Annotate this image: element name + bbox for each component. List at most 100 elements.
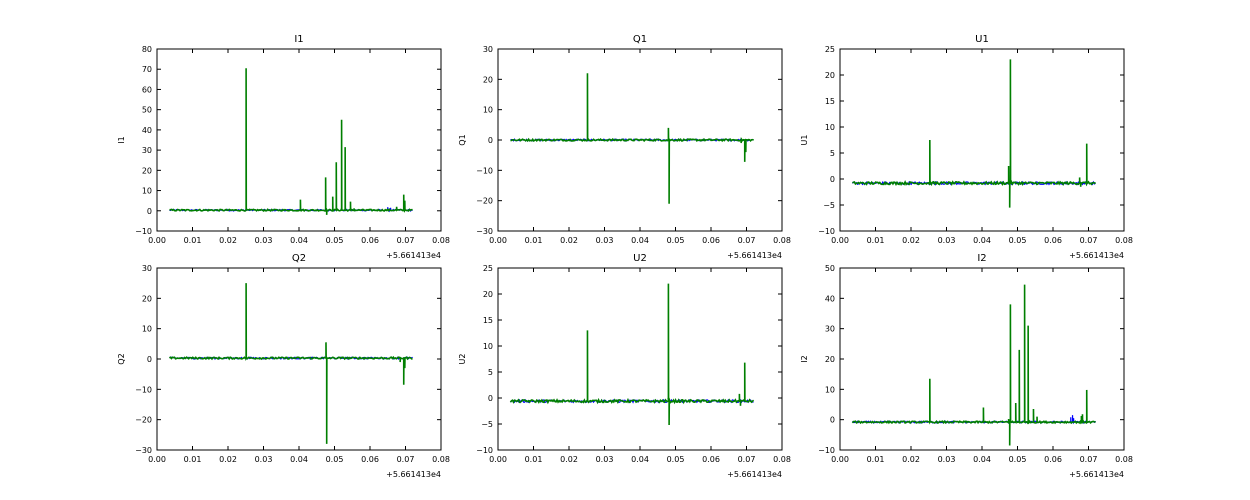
x-tick-label: 0.07 bbox=[1080, 455, 1098, 464]
y-tick-label: 60 bbox=[142, 85, 152, 94]
x-tick-label: 0.06 bbox=[702, 236, 720, 245]
x-tick-label: 0.05 bbox=[1009, 236, 1027, 245]
y-tick-label: 10 bbox=[142, 325, 152, 334]
x-tick-label: 0.00 bbox=[148, 455, 166, 464]
y-tick-label: 15 bbox=[825, 97, 835, 106]
x-tick-label: 0.04 bbox=[290, 455, 308, 464]
x-tick-label: 0.08 bbox=[1115, 236, 1133, 245]
x-tick-label: 0.00 bbox=[148, 236, 166, 245]
x-tick-label: 0.05 bbox=[1009, 455, 1027, 464]
x-tick-label: 0.08 bbox=[773, 236, 791, 245]
x-tick-label: 0.03 bbox=[255, 455, 273, 464]
x-tick-label: 0.07 bbox=[738, 236, 756, 245]
series-line-green bbox=[509, 283, 755, 426]
y-tick-label: 5 bbox=[488, 368, 493, 377]
y-axis-label: U2 bbox=[458, 354, 467, 365]
y-tick-label: 0 bbox=[488, 394, 493, 403]
x-offset-label: +5.661413e4 bbox=[727, 251, 782, 260]
y-tick-label: −10 bbox=[818, 446, 835, 455]
x-tick-label: 0.05 bbox=[326, 236, 344, 245]
panel-title: Q2 bbox=[292, 253, 306, 264]
y-tick-label: −10 bbox=[135, 385, 152, 394]
x-tick-label: 0.05 bbox=[326, 455, 344, 464]
x-tick-label: 0.04 bbox=[973, 236, 991, 245]
y-tick-label: 0 bbox=[147, 207, 152, 216]
x-offset-label: +5.661413e4 bbox=[1069, 251, 1124, 260]
x-tick-label: 0.00 bbox=[831, 455, 849, 464]
y-tick-label: 30 bbox=[483, 45, 493, 54]
panel-title: I2 bbox=[977, 253, 986, 264]
y-tick-label: 10 bbox=[825, 385, 835, 394]
y-tick-label: 25 bbox=[483, 264, 493, 273]
y-tick-label: 70 bbox=[142, 65, 152, 74]
x-tick-label: 0.04 bbox=[290, 236, 308, 245]
y-axis-label: U1 bbox=[800, 135, 809, 146]
x-tick-label: 0.04 bbox=[631, 455, 649, 464]
y-tick-label: −30 bbox=[476, 227, 493, 236]
y-axis-label: I1 bbox=[117, 136, 126, 143]
panel-title: Q1 bbox=[633, 34, 647, 45]
x-offset-label: +5.661413e4 bbox=[1069, 470, 1124, 479]
y-tick-label: 20 bbox=[825, 71, 835, 80]
y-tick-label: 80 bbox=[142, 45, 152, 54]
y-tick-label: 50 bbox=[142, 106, 152, 115]
x-tick-label: 0.07 bbox=[1080, 236, 1098, 245]
x-tick-label: 0.01 bbox=[867, 236, 885, 245]
x-tick-label: 0.03 bbox=[938, 455, 956, 464]
panel-u1: 0.00 0.01 0.02 0.03 0.04 0.05 0.06 0.07 0.08 −10 −… bbox=[800, 34, 1133, 260]
y-tick-label: 25 bbox=[825, 45, 835, 54]
y-tick-label: 0 bbox=[147, 355, 152, 364]
x-tick-label: 0.06 bbox=[702, 455, 720, 464]
y-axis-label: Q2 bbox=[117, 353, 126, 364]
x-tick-label: 0.02 bbox=[560, 236, 578, 245]
y-tick-label: −10 bbox=[476, 446, 493, 455]
y-tick-label: −10 bbox=[135, 227, 152, 236]
panel-i2: 0.00 0.01 0.02 0.03 0.04 0.05 0.06 0.07 0.08 −10 0… bbox=[800, 253, 1133, 479]
series-group bbox=[168, 283, 413, 444]
panel-title: I1 bbox=[294, 34, 303, 45]
y-tick-label: −10 bbox=[476, 166, 493, 175]
series-group bbox=[851, 59, 1097, 208]
series-line-green bbox=[168, 283, 413, 444]
y-tick-label: −20 bbox=[135, 416, 152, 425]
y-tick-label: 40 bbox=[825, 294, 835, 303]
x-tick-label: 0.06 bbox=[1044, 455, 1062, 464]
x-tick-label: 0.08 bbox=[1115, 455, 1133, 464]
panel-u2: 0.00 0.01 0.02 0.03 0.04 0.05 0.06 0.07 0.08 −10 −… bbox=[458, 253, 791, 479]
x-tick-label: 0.04 bbox=[631, 236, 649, 245]
x-tick-label: 0.02 bbox=[902, 455, 920, 464]
x-tick-label: 0.07 bbox=[397, 455, 415, 464]
x-tick-label: 0.01 bbox=[184, 455, 202, 464]
series-group bbox=[509, 283, 755, 426]
x-tick-label: 0.01 bbox=[525, 455, 543, 464]
x-tick-label: 0.03 bbox=[938, 236, 956, 245]
series-group bbox=[851, 284, 1097, 446]
x-tick-label: 0.07 bbox=[738, 455, 756, 464]
x-tick-label: 0.03 bbox=[596, 455, 614, 464]
x-tick-label: 0.07 bbox=[397, 236, 415, 245]
y-axis-label: Q1 bbox=[458, 134, 467, 145]
y-axis-label: I2 bbox=[800, 355, 809, 362]
y-tick-label: 10 bbox=[483, 342, 493, 351]
series-group bbox=[510, 73, 754, 204]
panel-i1: 0.00 0.01 0.02 0.03 0.04 0.05 0.06 0.07 0.08 −10 0… bbox=[117, 34, 450, 260]
x-offset-label: +5.661413e4 bbox=[386, 251, 441, 260]
y-tick-label: 30 bbox=[142, 146, 152, 155]
y-tick-label: 30 bbox=[142, 264, 152, 273]
y-tick-label: −20 bbox=[476, 197, 493, 206]
y-tick-label: −10 bbox=[818, 227, 835, 236]
x-tick-label: 0.03 bbox=[596, 236, 614, 245]
y-tick-label: 50 bbox=[825, 264, 835, 273]
panel-q1: 0.00 0.01 0.02 0.03 0.04 0.05 0.06 0.07 0.08 −30 −… bbox=[458, 34, 791, 260]
x-tick-label: 0.08 bbox=[432, 455, 450, 464]
x-tick-label: 0.08 bbox=[773, 455, 791, 464]
x-tick-label: 0.02 bbox=[219, 236, 237, 245]
y-tick-label: −5 bbox=[823, 201, 835, 210]
x-tick-label: 0.05 bbox=[667, 455, 685, 464]
y-tick-label: 15 bbox=[483, 316, 493, 325]
panel-q2: 0.00 0.01 0.02 0.03 0.04 0.05 0.06 0.07 0.08 −30 −… bbox=[117, 253, 450, 479]
y-tick-label: 20 bbox=[483, 290, 493, 299]
y-tick-label: 40 bbox=[142, 126, 152, 135]
